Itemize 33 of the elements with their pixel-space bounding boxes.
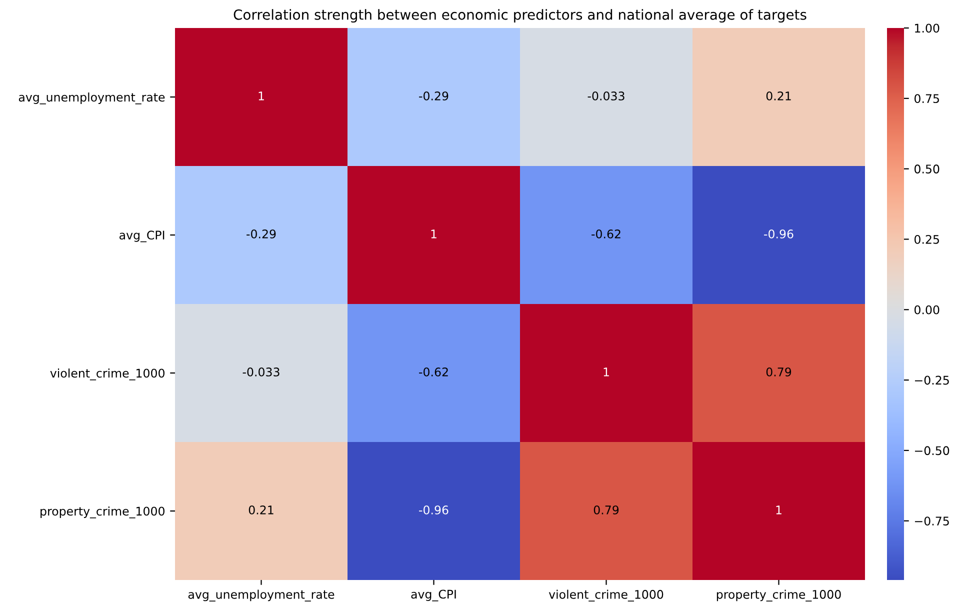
data-label: 1 [258, 92, 264, 100]
data-label: -0.29 [246, 229, 276, 238]
data-label: 1 [604, 368, 609, 376]
color-bar-label: −0.75 [914, 516, 949, 526]
y-tick-label: property_crime_1000 [40, 506, 164, 518]
data-label: -0.96 [764, 229, 794, 238]
y-tick-label: avg_CPI [120, 230, 164, 242]
data-label: -0.96 [419, 505, 448, 514]
color-bar-label: 1.00 [915, 24, 940, 33]
color-bar-label: 0.00 [914, 305, 940, 314]
data-label: 0.21 [248, 505, 274, 514]
data-label: -0.62 [592, 229, 620, 238]
x-tick-label: avg_CPI [411, 590, 456, 602]
color-bar-label: 0.25 [914, 234, 939, 244]
color-bar-label: −0.50 [914, 446, 950, 456]
x-tick-label: property_crime_1000 [716, 590, 841, 602]
color-bar-label: −0.25 [914, 376, 949, 385]
x-tick-label: avg_unemployment_rate [188, 590, 334, 602]
data-label: 0.79 [594, 505, 619, 514]
data-label: -0.033 [242, 367, 280, 376]
data-label: 1 [431, 230, 436, 238]
color-bar-label: 0.50 [914, 164, 940, 174]
x-tick-label: violent_crime_1000 [548, 590, 664, 602]
y-tick-label: violent_crime_1000 [50, 368, 164, 380]
data-label: 1 [776, 506, 782, 514]
data-label: -0.29 [419, 91, 448, 100]
color-bar-label: 0.75 [914, 94, 939, 104]
data-label: 0.79 [766, 367, 792, 376]
data-label: -0.62 [419, 367, 448, 376]
data-label: 0.21 [766, 91, 791, 100]
data-label: -0.033 [588, 91, 624, 100]
y-tick-label: avg_unemployment_rate [18, 92, 165, 104]
chart-title: Correlation strength between economic predictors and national average of targets [234, 9, 806, 23]
